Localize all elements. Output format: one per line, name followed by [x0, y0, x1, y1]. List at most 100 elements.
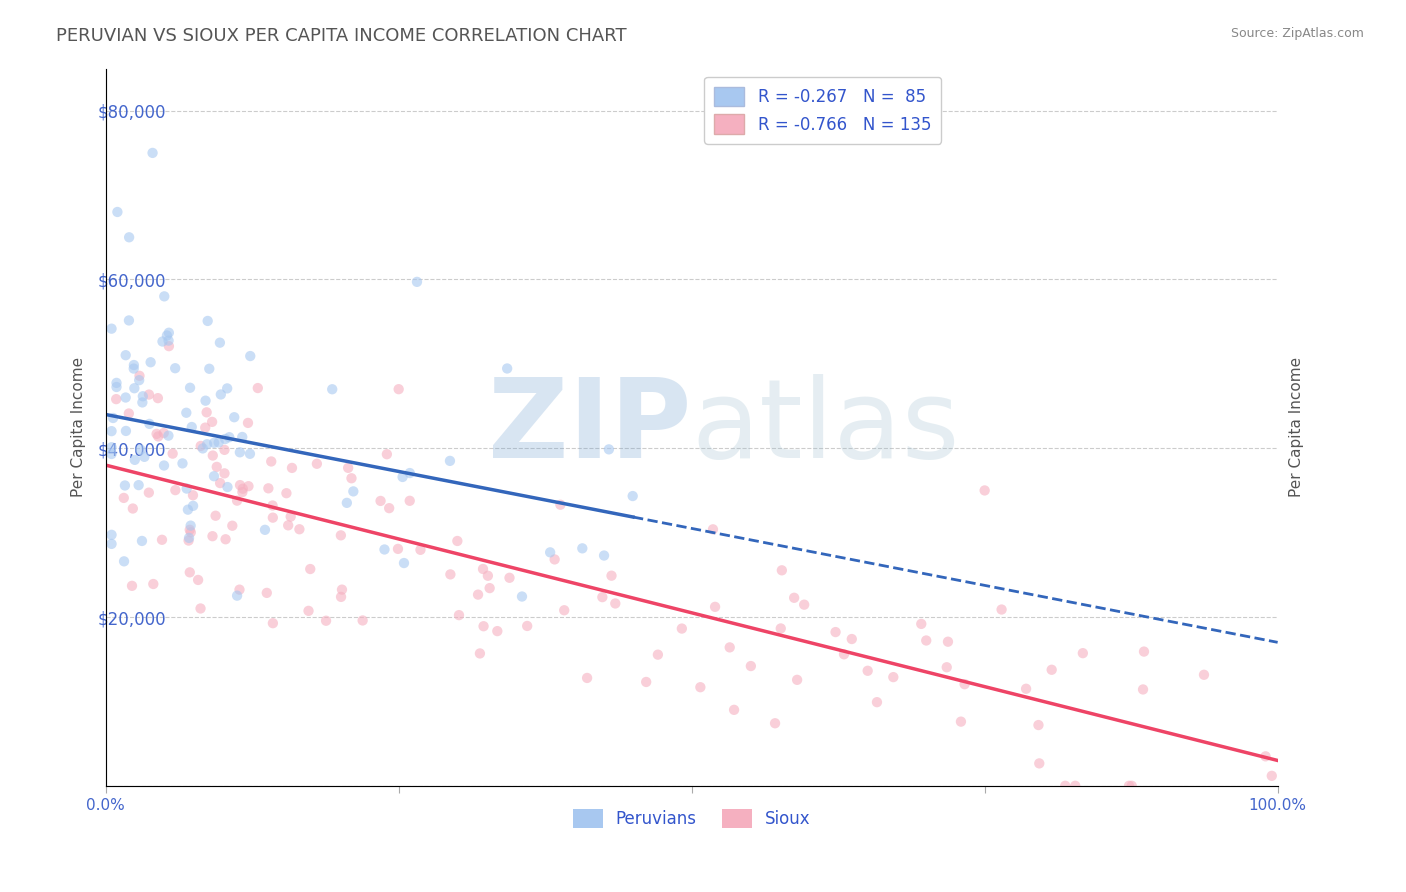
Point: [100, 447, 122, 461]
Point: [100, 528, 122, 542]
Point: [281, 461, 304, 475]
Point: [841, 632, 863, 646]
Point: [689, 680, 711, 694]
Point: [121, 501, 143, 516]
Point: [704, 599, 727, 614]
Point: [138, 417, 160, 431]
Point: [195, 405, 218, 419]
Point: [112, 554, 135, 568]
Point: [105, 380, 128, 394]
Point: [388, 382, 411, 396]
Point: [378, 501, 401, 516]
Point: [538, 545, 561, 559]
Point: [516, 619, 538, 633]
Point: [406, 275, 429, 289]
Point: [553, 603, 575, 617]
Point: [478, 581, 501, 595]
Point: [209, 387, 232, 401]
Point: [571, 541, 593, 556]
Point: [118, 230, 141, 244]
Point: [576, 671, 599, 685]
Point: [179, 566, 201, 580]
Point: [201, 529, 224, 543]
Point: [208, 435, 231, 450]
Point: [398, 493, 420, 508]
Point: [1254, 749, 1277, 764]
Point: [181, 488, 204, 502]
Point: [910, 616, 932, 631]
Point: [232, 482, 254, 496]
Point: [315, 614, 337, 628]
Point: [262, 499, 284, 513]
Point: [180, 518, 202, 533]
Point: [162, 447, 184, 461]
Point: [723, 703, 745, 717]
Point: [229, 445, 252, 459]
Point: [718, 640, 741, 655]
Point: [770, 563, 793, 577]
Point: [214, 467, 236, 481]
Point: [131, 395, 153, 409]
Point: [297, 604, 319, 618]
Point: [202, 469, 225, 483]
Point: [1028, 718, 1050, 732]
Point: [256, 586, 278, 600]
Point: [112, 491, 135, 505]
Point: [124, 453, 146, 467]
Point: [783, 591, 806, 605]
Point: [114, 478, 136, 492]
Point: [915, 633, 938, 648]
Point: [973, 483, 995, 498]
Point: [181, 499, 204, 513]
Point: [194, 420, 217, 434]
Point: [214, 432, 236, 446]
Point: [122, 361, 145, 376]
Point: [953, 677, 976, 691]
Point: [139, 355, 162, 369]
Point: [132, 389, 155, 403]
Point: [786, 673, 808, 687]
Point: [793, 598, 815, 612]
Point: [391, 470, 413, 484]
Point: [550, 498, 572, 512]
Point: [107, 205, 129, 219]
Point: [179, 381, 201, 395]
Point: [198, 361, 221, 376]
Point: [990, 602, 1012, 616]
Point: [1133, 644, 1156, 658]
Point: [176, 406, 198, 420]
Point: [122, 358, 145, 372]
Point: [496, 361, 519, 376]
Point: [124, 381, 146, 395]
Point: [288, 522, 311, 536]
Y-axis label: Per Capita Income: Per Capita Income: [72, 357, 86, 497]
Point: [105, 376, 128, 390]
Legend: Peruvians, Sioux: Peruvians, Sioux: [565, 802, 817, 835]
Point: [194, 393, 217, 408]
Point: [447, 608, 470, 623]
Point: [138, 387, 160, 401]
Point: [231, 485, 253, 500]
Point: [239, 349, 262, 363]
Point: [176, 482, 198, 496]
Point: [146, 391, 169, 405]
Point: [740, 659, 762, 673]
Point: [605, 597, 627, 611]
Point: [246, 381, 269, 395]
Point: [472, 619, 495, 633]
Point: [467, 588, 489, 602]
Point: [217, 381, 239, 395]
Point: [100, 321, 122, 335]
Point: [1028, 756, 1050, 771]
Point: [180, 420, 202, 434]
Point: [439, 454, 461, 468]
Point: [157, 326, 180, 340]
Point: [208, 335, 231, 350]
Point: [157, 334, 180, 348]
Point: [195, 437, 218, 451]
Point: [228, 582, 250, 597]
Point: [152, 425, 174, 440]
Point: [935, 660, 957, 674]
Point: [157, 428, 180, 442]
Point: [152, 334, 174, 349]
